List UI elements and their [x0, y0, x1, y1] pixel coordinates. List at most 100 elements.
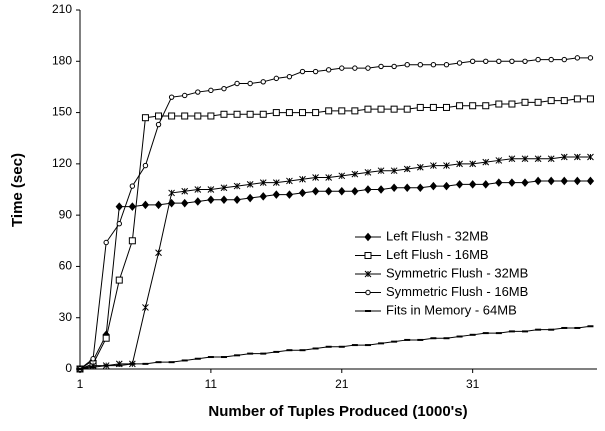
point [155, 249, 162, 257]
point [168, 94, 175, 100]
x-tick-label: 1 [77, 377, 84, 391]
point [207, 112, 215, 120]
legend-label: Left Flush - 16MB [386, 247, 489, 262]
legend-label: Symmetric Flush - 32MB [386, 265, 528, 280]
point [181, 112, 189, 120]
point [416, 163, 424, 171]
point [299, 175, 306, 183]
series-line [79, 325, 591, 370]
point [429, 181, 438, 191]
x-tick-label: 11 [205, 377, 218, 391]
point [325, 67, 332, 73]
series-line [79, 57, 591, 370]
point [468, 180, 477, 189]
point [455, 180, 464, 189]
point [390, 105, 398, 113]
point [521, 155, 529, 163]
point [338, 172, 346, 180]
point [404, 62, 410, 68]
point [522, 58, 528, 64]
point [260, 79, 266, 85]
legend-marker [364, 270, 372, 278]
point [508, 100, 516, 108]
point [312, 68, 319, 75]
point [194, 197, 202, 206]
legend-label: Fits in Memory - 64MB [386, 302, 517, 317]
point [534, 176, 542, 186]
point [168, 189, 175, 197]
point [416, 103, 424, 111]
legend-marker [365, 289, 371, 296]
point [496, 58, 502, 64]
point [521, 178, 529, 187]
point [246, 193, 254, 203]
point [312, 174, 319, 181]
point [535, 56, 541, 63]
point [272, 190, 280, 199]
point [298, 188, 307, 198]
x-axis-title: Number of Tuples Produced (1000's) [208, 403, 467, 420]
point [391, 63, 397, 70]
point [115, 202, 123, 211]
point [182, 92, 188, 99]
point [272, 179, 280, 187]
point [430, 62, 437, 68]
point [102, 334, 110, 342]
point [429, 103, 437, 111]
point [142, 162, 149, 169]
point [364, 185, 372, 194]
y-axis-title: Time (sec) [9, 153, 26, 227]
y-tick-label: 30 [59, 310, 73, 324]
point [561, 56, 567, 63]
point [129, 183, 136, 189]
point [390, 167, 398, 175]
point [560, 97, 568, 105]
point [483, 58, 489, 64]
point [573, 95, 581, 103]
point [103, 239, 109, 246]
y-tick-label: 150 [52, 105, 72, 119]
point [247, 80, 253, 87]
point [430, 162, 437, 169]
point [141, 200, 150, 210]
point [482, 158, 490, 166]
point [220, 184, 228, 192]
point [141, 114, 149, 122]
point [207, 195, 215, 205]
point [442, 181, 451, 191]
point [299, 109, 307, 117]
x-tick-label: 21 [335, 377, 349, 391]
point [128, 237, 136, 245]
point [259, 110, 267, 118]
point [338, 107, 346, 115]
point [181, 187, 189, 195]
point [351, 186, 359, 196]
point [352, 65, 358, 71]
point [259, 179, 267, 187]
y-tick-label: 210 [52, 2, 72, 16]
point [456, 102, 464, 110]
point [482, 180, 490, 189]
point [574, 55, 581, 61]
point [221, 85, 227, 92]
point [547, 155, 555, 163]
point [403, 165, 411, 173]
point [443, 62, 450, 68]
point [155, 121, 162, 128]
point [154, 200, 163, 210]
legend-label: Left Flush - 32MB [386, 228, 489, 243]
point [128, 202, 137, 211]
point [495, 100, 503, 108]
point [508, 155, 516, 163]
y-tick-label: 0 [65, 361, 72, 375]
point [351, 170, 359, 178]
point [509, 58, 515, 64]
point [285, 190, 294, 199]
point [351, 107, 359, 115]
legend-marker [364, 232, 372, 242]
point [417, 62, 424, 68]
point [90, 356, 96, 362]
point [246, 110, 254, 118]
series-line [79, 180, 591, 370]
